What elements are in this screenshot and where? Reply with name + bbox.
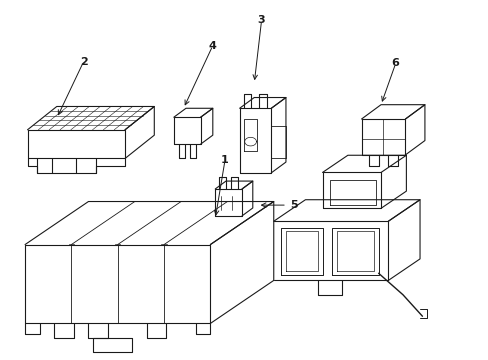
Text: 2: 2 — [80, 57, 87, 67]
Text: 6: 6 — [391, 58, 399, 68]
Text: 1: 1 — [221, 155, 228, 165]
Text: 5: 5 — [290, 200, 298, 210]
Text: 4: 4 — [208, 41, 216, 50]
Text: 3: 3 — [257, 15, 265, 26]
